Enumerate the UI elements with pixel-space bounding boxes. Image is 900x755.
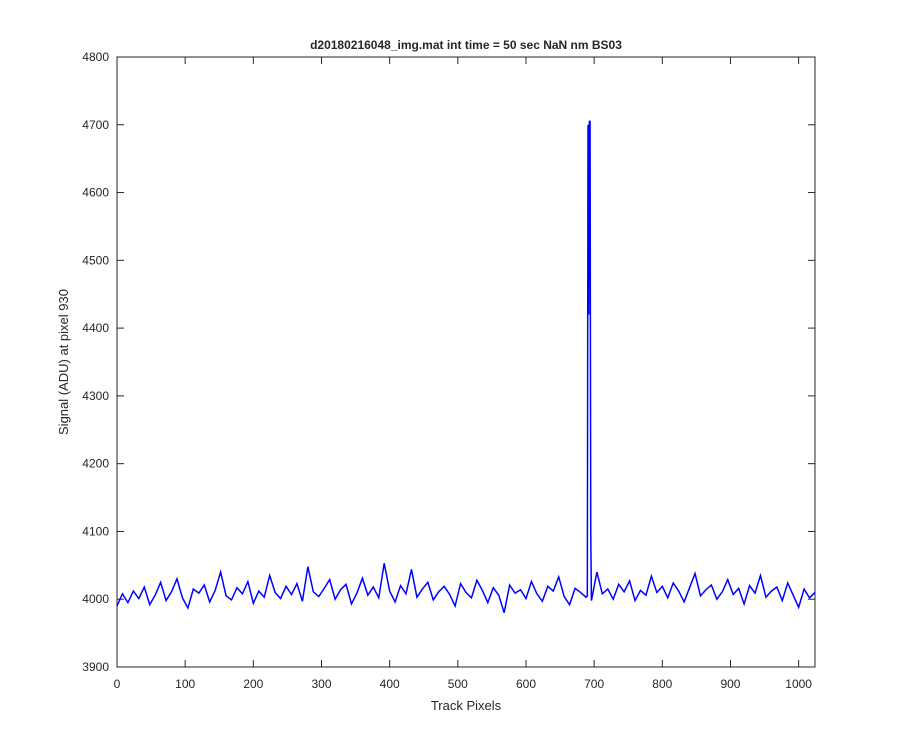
- x-tick-label: 500: [448, 677, 468, 691]
- y-tick-label: 4600: [82, 186, 109, 200]
- y-tick-label: 4000: [82, 592, 109, 606]
- x-axis-label: Track Pixels: [431, 698, 502, 713]
- x-tick-label: 0: [114, 677, 121, 691]
- x-tick-label: 100: [175, 677, 195, 691]
- x-tick-label: 200: [243, 677, 263, 691]
- y-tick-label: 4700: [82, 118, 109, 132]
- y-tick-label: 4800: [82, 50, 109, 64]
- y-tick-label: 4500: [82, 253, 109, 267]
- x-tick-label: 300: [311, 677, 331, 691]
- x-tick-label: 1000: [785, 677, 812, 691]
- x-tick-label: 700: [584, 677, 604, 691]
- y-tick-label: 4200: [82, 457, 109, 471]
- x-tick-label: 900: [720, 677, 740, 691]
- y-tick-label: 4100: [82, 524, 109, 538]
- plot-area: [116, 56, 816, 668]
- y-tick-label: 3900: [82, 660, 109, 674]
- y-axis-label: Signal (ADU) at pixel 930: [56, 289, 71, 435]
- data-line: [116, 120, 816, 614]
- y-tick-label: 4400: [82, 321, 109, 335]
- chart-title: d20180216048_img.mat int time = 50 sec N…: [310, 38, 622, 52]
- x-tick-label: 400: [380, 677, 400, 691]
- x-tick-label: 800: [652, 677, 672, 691]
- x-tick-label: 600: [516, 677, 536, 691]
- y-tick-label: 4300: [82, 389, 109, 403]
